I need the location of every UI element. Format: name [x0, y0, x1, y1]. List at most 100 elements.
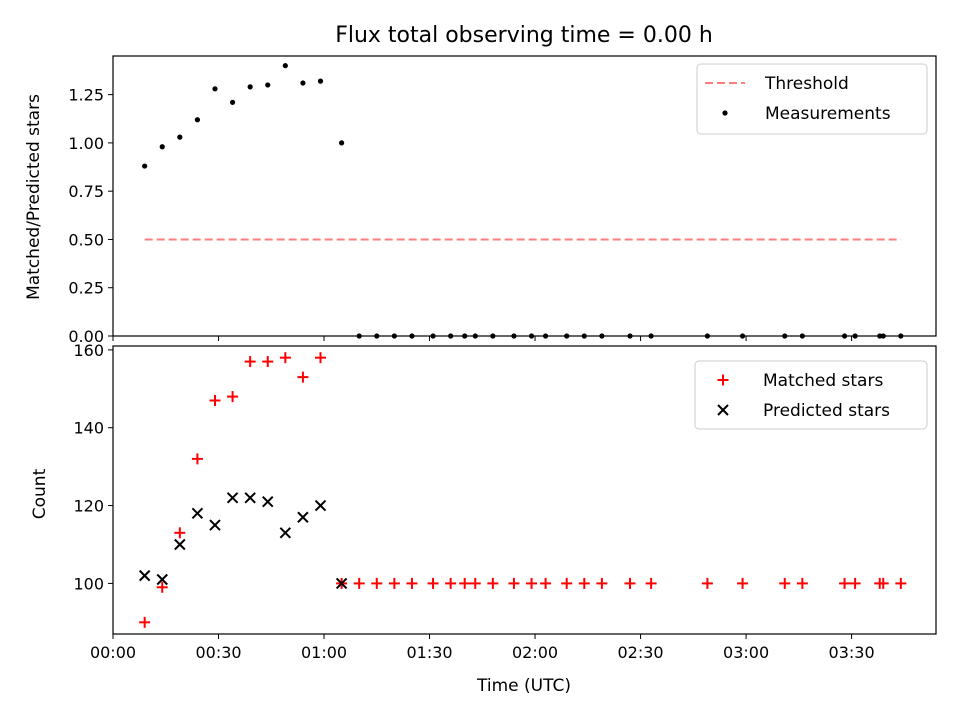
legend-label: Matched stars: [763, 371, 883, 391]
matched-star-marker: [227, 391, 239, 403]
legend-label: Predicted stars: [763, 401, 890, 421]
matched-star-marker: [737, 577, 749, 589]
legend: Matched stars Predicted stars: [694, 360, 928, 430]
measurement-point: [247, 84, 253, 90]
top-plot-panel: 0.00 0.25 0.50 0.75 1.00 1.25 Threshold Measure…: [68, 55, 937, 346]
bottom-x-axis-label: Time (UTC): [476, 676, 571, 696]
predicted-star-marker-b: [226, 492, 239, 504]
y-tick-label: 160: [73, 341, 104, 360]
matched-star-marker: [427, 577, 439, 589]
matched-star-marker: [526, 577, 538, 589]
legend-predicted-swatch-b: [717, 404, 729, 416]
matched-star-marker: [139, 616, 151, 628]
legend: Threshold Measurements: [696, 63, 928, 135]
x-tick-label: 00:00: [90, 643, 136, 662]
matched-star-marker: [508, 577, 520, 589]
predicted-star-marker: [156, 573, 168, 586]
matched-star-marker: [297, 371, 309, 383]
legend-box: [696, 63, 928, 135]
matched-star-marker: [839, 577, 851, 589]
x-tick-label: 01:00: [301, 643, 347, 662]
predicted-star-marker-b: [191, 507, 204, 520]
matched-star-marker: [406, 577, 418, 589]
measurement-point: [142, 163, 148, 169]
predicted-star-marker: [226, 492, 239, 504]
legend-box: [694, 360, 928, 430]
measurement-point: [212, 86, 218, 92]
y-tick-label: 0.00: [68, 327, 104, 346]
matched-star-marker: [459, 577, 471, 589]
predicted-star-marker-b: [314, 499, 327, 512]
matched-star-marker: [540, 577, 552, 589]
matched-star-marker: [469, 577, 481, 589]
y-tick-label: 140: [73, 419, 104, 438]
y-tick-label: 120: [73, 497, 104, 516]
predicted-star-marker: [191, 507, 204, 520]
measurement-point: [177, 134, 183, 140]
y-tick-label: 0.75: [68, 182, 104, 201]
matched-star-marker: [645, 577, 657, 589]
matched-star-marker: [353, 577, 365, 589]
matched-star-marker: [262, 356, 274, 368]
measurement-point: [229, 99, 236, 105]
x-tick-label: 03:00: [723, 643, 769, 662]
predicted-star-marker-b: [244, 492, 256, 504]
matched-star-marker: [796, 577, 808, 589]
matched-star-marker: [174, 527, 186, 539]
predicted-star-marker: [244, 492, 256, 504]
bottom-y-axis-label: Count: [30, 468, 50, 519]
legend-label: Threshold: [764, 74, 849, 94]
measurement-point: [339, 140, 345, 146]
matched-star-marker: [701, 577, 713, 589]
predicted-star-marker: [279, 527, 292, 539]
bottom-plot-panel: 100 120 140 160 00:00 00:30 01:00 01:30 02:00 02:…: [73, 341, 937, 662]
x-tick-label: 00:30: [195, 643, 241, 662]
matched-star-marker: [445, 577, 457, 589]
predicted-star-marker-b: [297, 511, 309, 523]
x-tick-label: 03:30: [829, 643, 875, 662]
legend-label: Measurements: [765, 104, 891, 124]
measurement-point: [317, 78, 324, 84]
top-chart-title: Flux total observing time = 0.00 h: [335, 23, 713, 48]
y-tick-label: 0.50: [68, 230, 104, 249]
predicted-star-marker-b: [174, 538, 186, 551]
matched-star-marker: [578, 577, 590, 589]
matched-star-marker: [209, 394, 221, 406]
predicted-star-marker: [262, 495, 274, 508]
legend-measurement-swatch: [722, 110, 728, 116]
y-tick-label: 1.00: [68, 134, 104, 153]
matched-star-marker: [596, 577, 608, 589]
y-tick-label: 100: [73, 574, 104, 593]
matched-star-marker: [877, 577, 889, 589]
matched-star-marker: [388, 577, 400, 589]
measurement-point: [282, 63, 288, 69]
measurement-point: [265, 82, 271, 88]
predicted-star-marker: [314, 499, 327, 512]
y-tick-label: 1.25: [68, 86, 104, 105]
matched-star-marker: [371, 577, 383, 589]
matched-star-marker: [624, 577, 636, 589]
matched-star-marker: [779, 577, 791, 589]
x-tick-label: 02:00: [512, 643, 558, 662]
matched-star-marker: [244, 356, 256, 368]
predicted-star-marker-b: [209, 519, 221, 531]
predicted-star-marker-b: [262, 495, 274, 508]
measurement-point: [194, 117, 201, 123]
x-tick-label: 01:30: [406, 643, 452, 662]
matched-star-marker: [156, 581, 168, 593]
predicted-star-marker-b: [156, 573, 168, 586]
predicted-star-marker: [209, 519, 221, 531]
x-tick-label: 02:30: [618, 643, 664, 662]
axes-frame: [112, 55, 937, 337]
matched-star-marker: [279, 352, 291, 364]
predicted-star-marker: [174, 538, 186, 551]
predicted-star-marker-b: [138, 569, 151, 582]
predicted-star-marker-b: [335, 577, 348, 590]
matched-star-marker: [849, 577, 861, 589]
predicted-star-marker: [138, 569, 151, 582]
predicted-star-marker-b: [279, 527, 292, 539]
predicted-star-marker: [335, 577, 348, 590]
y-tick-label: 0.25: [68, 279, 104, 298]
top-y-axis-label: Matched/Predicted stars: [24, 94, 44, 300]
